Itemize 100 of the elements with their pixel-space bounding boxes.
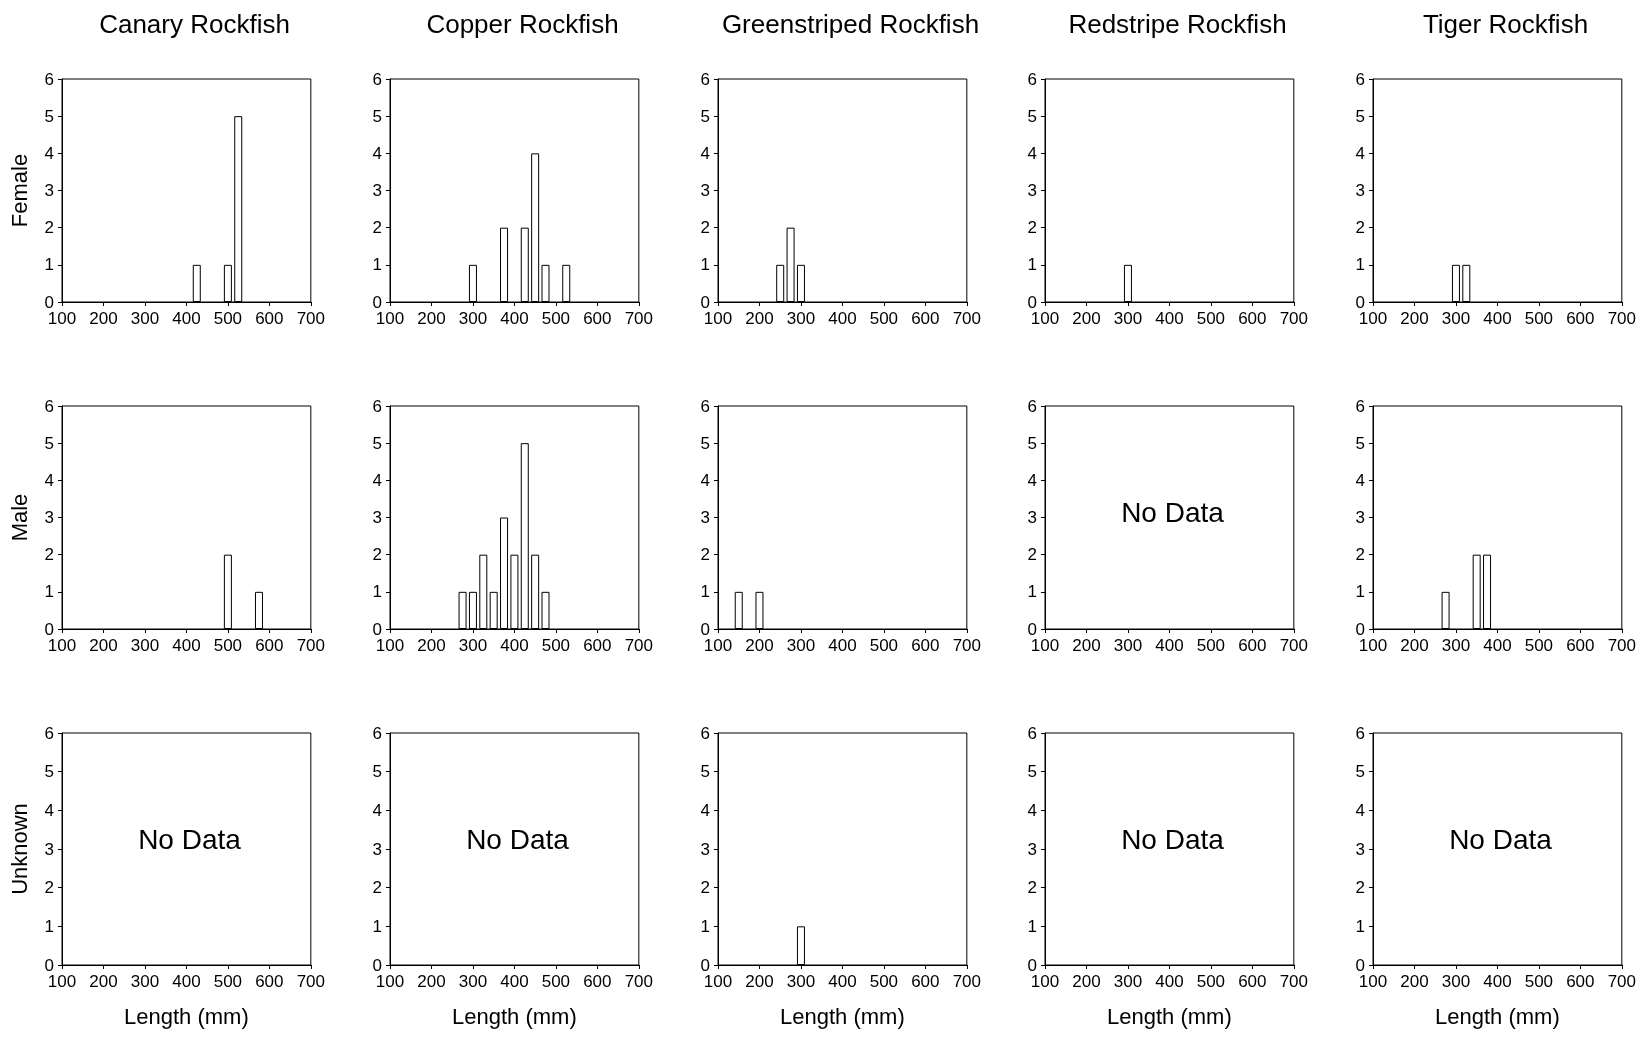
x-tick-label: 400 — [1155, 972, 1184, 991]
x-tick-label: 700 — [1607, 636, 1637, 655]
x-tick-label: 500 — [1196, 972, 1226, 991]
y-tick-label: 0 — [700, 292, 710, 312]
x-tick-label: 600 — [1566, 636, 1595, 655]
x-tick-label: 400 — [1483, 972, 1512, 991]
x-tick-label: 200 — [1072, 972, 1101, 991]
x-tick-label: 200 — [1400, 309, 1429, 328]
x-tick-label: 700 — [952, 309, 982, 328]
y-tick-label: 3 — [1355, 508, 1365, 527]
x-tick-label: 400 — [500, 636, 529, 655]
y-tick-label: 5 — [700, 433, 710, 453]
x-tick-label: 200 — [1072, 309, 1101, 328]
x-tick-label: 500 — [213, 972, 243, 991]
x-tick-label: 700 — [952, 636, 982, 655]
y-tick-label: 0 — [1355, 619, 1365, 639]
x-tick-label: 600 — [911, 636, 940, 655]
y-tick-label: 4 — [44, 143, 54, 163]
y-tick-label: 6 — [700, 723, 710, 743]
y-tick-label: 1 — [1027, 916, 1037, 936]
x-tick-label: 500 — [1524, 309, 1554, 328]
y-tick-label: 6 — [1355, 723, 1365, 743]
x-tick-label: 400 — [1155, 309, 1184, 328]
y-tick-label: 2 — [372, 545, 382, 565]
y-tick-label: 4 — [1355, 143, 1365, 163]
y-tick-label: 1 — [1355, 582, 1365, 602]
x-tick-label: 500 — [1524, 636, 1554, 655]
y-tick-label: 2 — [1355, 878, 1365, 898]
x-tick-label: 200 — [745, 636, 774, 655]
annotation: No Data — [1121, 496, 1225, 528]
x-tick-label: 400 — [1483, 636, 1512, 655]
y-tick-label: 5 — [44, 762, 54, 782]
x-tick-label: 100 — [375, 972, 405, 991]
x-tick-label: 300 — [458, 636, 488, 655]
x-tick-label: 600 — [583, 636, 612, 655]
x-tick-label: 100 — [375, 309, 405, 328]
x-tick-label: 500 — [541, 309, 571, 328]
y-tick-label: 4 — [1027, 143, 1037, 163]
y-tick-label: 5 — [372, 433, 382, 453]
x-tick-label: 600 — [583, 309, 612, 328]
x-tick-label: 400 — [172, 636, 201, 655]
y-tick-label: 6 — [1027, 69, 1037, 89]
x-tick-label: 600 — [1566, 972, 1595, 991]
x-tick-label: 700 — [1279, 309, 1309, 328]
y-tick-label: 2 — [700, 878, 710, 898]
x-tick-label: 200 — [417, 309, 446, 328]
x-tick-label: 200 — [417, 636, 446, 655]
y-tick-label: 2 — [44, 545, 54, 565]
y-tick-label: 1 — [372, 255, 382, 275]
x-tick-label: 100 — [1030, 972, 1060, 991]
annotation: No Data — [138, 823, 242, 855]
y-tick-label: 4 — [1355, 800, 1365, 820]
x-tick-label: 700 — [624, 972, 654, 991]
x-tick-label: 300 — [458, 972, 488, 991]
x-tick-label: 600 — [1566, 309, 1595, 328]
y-tick-label: 5 — [700, 106, 710, 126]
y-tick-label: 5 — [1355, 106, 1365, 126]
y-tick-label: 6 — [372, 723, 382, 743]
y-tick-label: 5 — [700, 762, 710, 782]
y-tick-label: 4 — [44, 470, 54, 490]
x-tick-label: 300 — [1441, 309, 1471, 328]
x-tick-label: 500 — [869, 972, 899, 991]
y-tick-label: 4 — [1027, 470, 1037, 490]
x-tick-label: 200 — [89, 636, 118, 655]
y-tick-label: 1 — [44, 582, 54, 602]
y-tick-label: 1 — [700, 582, 710, 602]
x-tick-label: 700 — [1607, 972, 1637, 991]
x-tick-label: 700 — [952, 972, 982, 991]
y-tick-label: 5 — [44, 433, 54, 453]
x-tick-label: 500 — [541, 972, 571, 991]
x-tick-label: 600 — [255, 309, 284, 328]
y-tick-label: 3 — [700, 839, 710, 859]
x-tick-label: 300 — [1113, 972, 1143, 991]
x-tick-label: 700 — [296, 309, 326, 328]
x-tick-label: 300 — [786, 972, 816, 991]
y-tick-label: 6 — [44, 396, 54, 416]
x-tick-label: 600 — [1238, 972, 1267, 991]
x-tick-label: 200 — [417, 972, 446, 991]
y-tick-label: 0 — [372, 619, 382, 639]
y-tick-label: 1 — [372, 916, 382, 936]
y-tick-label: 5 — [44, 106, 54, 126]
x-tick-label: 200 — [89, 972, 118, 991]
y-tick-label: 6 — [1027, 396, 1037, 416]
x-tick-label: 200 — [745, 309, 774, 328]
y-tick-label: 3 — [44, 508, 54, 527]
x-tick-label: 200 — [1400, 636, 1429, 655]
y-tick-label: 0 — [1027, 955, 1037, 975]
x-tick-label: 300 — [1113, 309, 1143, 328]
y-tick-label: 1 — [44, 255, 54, 275]
y-tick-label: 0 — [700, 619, 710, 639]
y-tick-label: 1 — [44, 916, 54, 936]
y-tick-label: 3 — [1355, 181, 1365, 200]
x-tick-label: 700 — [624, 309, 654, 328]
y-tick-label: 5 — [372, 106, 382, 126]
x-tick-label: 500 — [869, 309, 899, 328]
x-tick-label: 100 — [47, 309, 77, 328]
y-tick-label: 6 — [1027, 723, 1037, 743]
x-tick-label: 400 — [172, 309, 201, 328]
x-tick-label: 100 — [1358, 972, 1388, 991]
y-tick-label: 0 — [1355, 955, 1365, 975]
